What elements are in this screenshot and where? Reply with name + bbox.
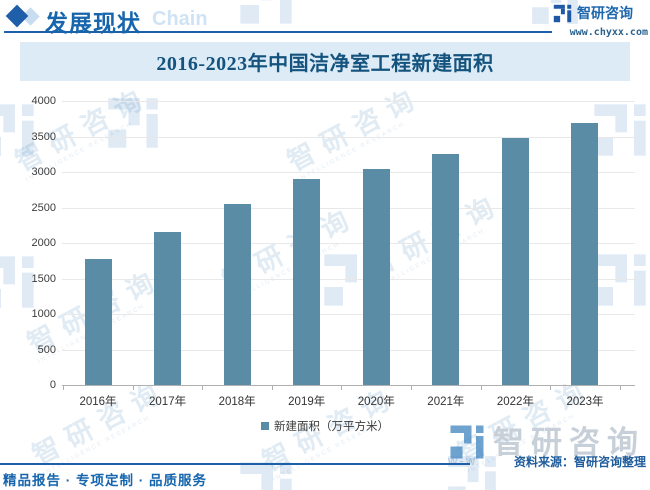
axis-tick-mark <box>411 386 413 390</box>
x-axis-label: 2020年 <box>357 396 395 408</box>
y-axis-label: 3000 <box>31 166 56 178</box>
brand-watermark: 智研咨询 <box>449 424 645 460</box>
bar <box>432 153 460 385</box>
header: Chain 发展现状 智研咨询 www.chyxx.com <box>0 0 650 46</box>
bar <box>223 204 251 385</box>
gridline <box>62 207 635 209</box>
x-axis-label: 2018年 <box>218 396 256 408</box>
brand-url-link[interactable]: www.chyxx.com <box>569 27 648 38</box>
bar <box>154 231 182 385</box>
x-axis-line <box>62 385 635 386</box>
x-axis-label: 2016年 <box>79 396 117 408</box>
y-axis-label: 3500 <box>31 130 56 143</box>
x-axis-label: 2019年 <box>288 396 326 408</box>
brand-logo: 智研咨询 www.chyxx.com <box>553 3 648 38</box>
gridline <box>62 101 635 102</box>
services-label: 精品报告 · 专项定制 · 品质服务 <box>3 473 207 488</box>
axis-tick-mark <box>63 386 65 390</box>
axis-tick-mark <box>202 386 204 390</box>
y-axis-label: 2000 <box>31 237 56 249</box>
legend-label: 新建面积（万平方米） <box>274 421 389 433</box>
legend-swatch <box>261 422 269 430</box>
x-axis-label: 2022年 <box>496 396 534 408</box>
axis-tick-mark <box>341 386 343 390</box>
source-divider <box>0 463 470 465</box>
bar <box>501 138 529 385</box>
x-axis-label: 2021年 <box>427 396 465 408</box>
y-axis-label: 1000 <box>31 308 56 320</box>
chart-title-band: 2016-2023年中国洁净室工程新建面积 <box>20 42 630 81</box>
axis-tick-mark <box>550 386 552 390</box>
axis-tick-mark <box>619 386 621 390</box>
bar <box>84 258 112 385</box>
axis-tick-mark <box>271 386 273 390</box>
y-axis-label: 0 <box>49 379 56 391</box>
axis-tick-mark <box>480 386 482 390</box>
axis-tick-mark <box>132 386 134 390</box>
gridline <box>62 243 635 244</box>
source-label: 资料来源：智研咨询整理 <box>513 455 646 469</box>
gridline <box>62 349 635 351</box>
gridline <box>62 278 635 280</box>
brand-watermark-text: 智研咨询 <box>493 424 645 460</box>
header-divider <box>4 31 552 33</box>
page-title: 发展现状 <box>45 10 141 36</box>
gridline <box>62 172 635 173</box>
y-axis-label: 500 <box>37 343 56 356</box>
diamond-icon <box>5 4 45 31</box>
chart-legend: 新建面积（万平方米） <box>0 418 650 434</box>
brand-logo-icon <box>553 4 572 22</box>
brand-name: 智研咨询 <box>577 5 633 21</box>
x-axis-label: 2023年 <box>566 396 604 408</box>
x-axis-label: 2017年 <box>149 396 187 408</box>
chart-title: 2016-2023年中国洁净室工程新建面积 <box>156 53 494 75</box>
gridline <box>62 314 635 315</box>
y-axis-label: 2500 <box>31 201 56 214</box>
bar <box>571 123 599 385</box>
y-axis-label: 1500 <box>31 272 56 285</box>
bar <box>293 178 321 385</box>
y-axis-label: 4000 <box>31 95 56 107</box>
bar <box>362 168 390 385</box>
gridline <box>62 136 635 138</box>
section-subtitle: Chain <box>152 8 208 30</box>
